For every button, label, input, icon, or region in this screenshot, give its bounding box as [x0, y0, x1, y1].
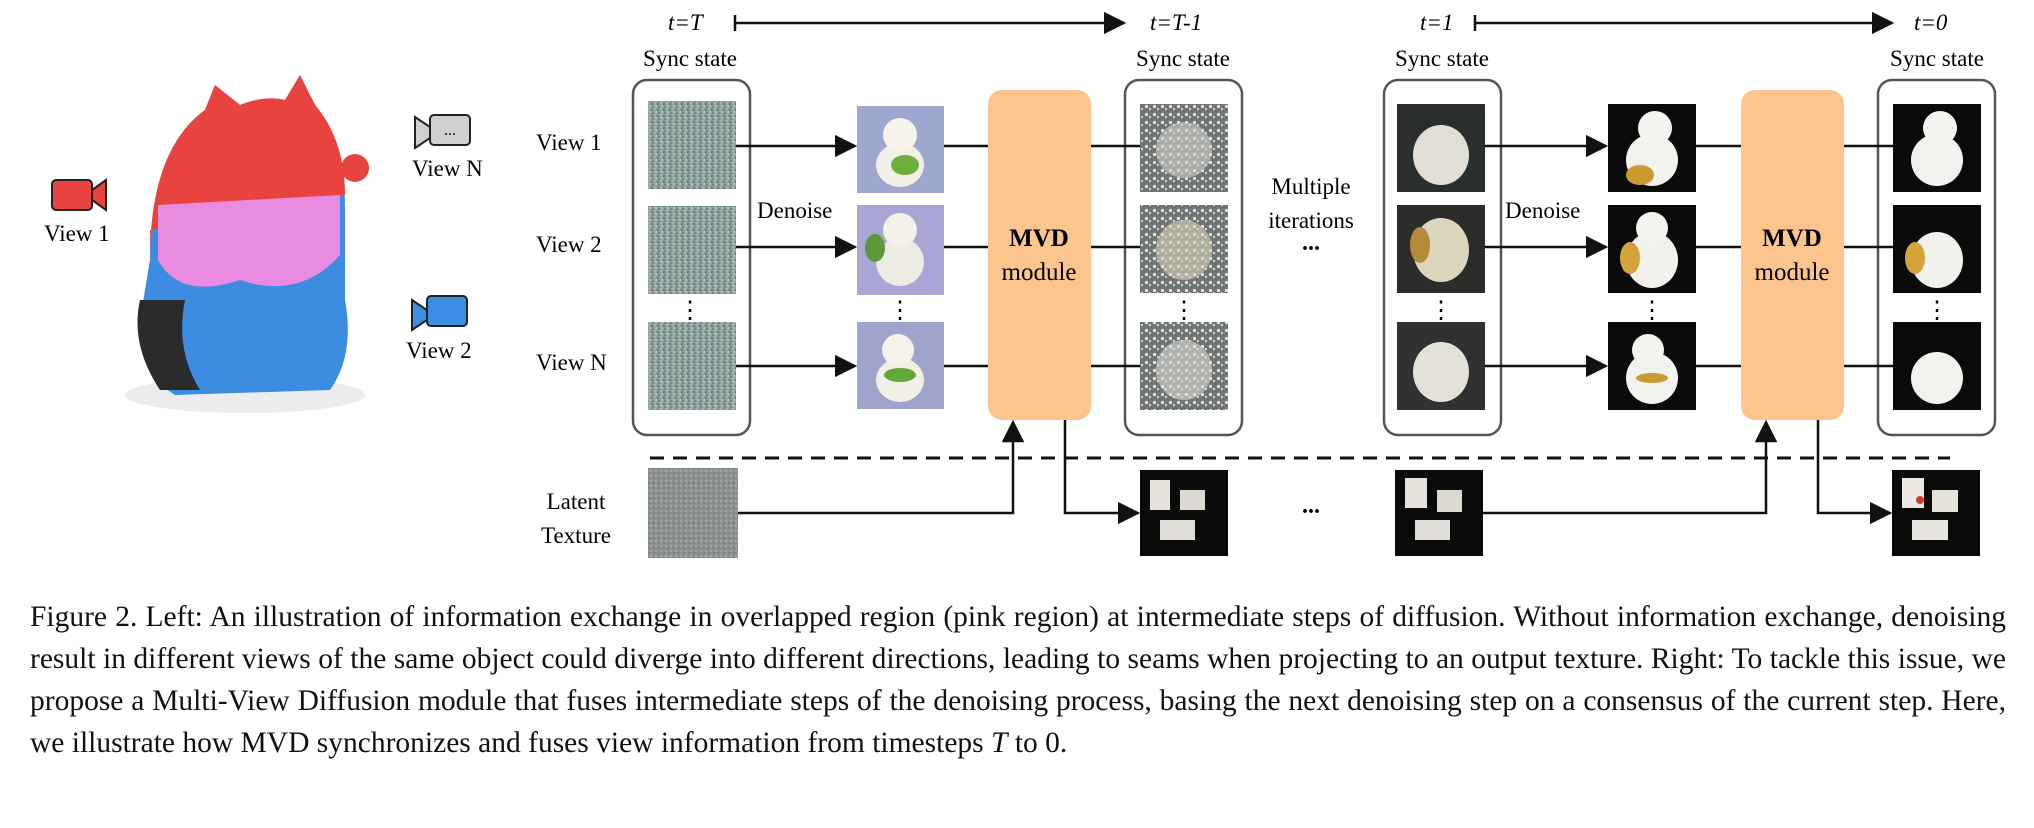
- svg-text:...: ...: [444, 122, 456, 139]
- camera-label-view2: View 2: [406, 338, 472, 363]
- sync-image-T-1-view1: [1140, 104, 1228, 192]
- vdots-denoise2: ⋮: [1640, 298, 1664, 324]
- figure-caption: Figure 2. Left: An illustration of infor…: [30, 596, 2006, 764]
- vdots-col1: ⋮: [678, 298, 702, 324]
- sync-image-T-1-view2: [1140, 205, 1228, 293]
- svg-text:MVD: MVD: [1009, 225, 1069, 252]
- latent-texture-noise: [648, 468, 738, 558]
- vdots-col3: ⋮: [1429, 298, 1453, 324]
- sync-image-t0-viewN: [1893, 322, 1981, 410]
- sync-state-label-2: Sync state: [1136, 46, 1230, 71]
- sync-image-t0-view1: [1893, 104, 1981, 192]
- denoised-image-t1-view2: [1608, 205, 1696, 293]
- time-label-0: t=0: [1914, 10, 1948, 35]
- mvd-module-1: [988, 90, 1091, 420]
- mvd-module-2: [1741, 90, 1844, 420]
- time-label-1: t=1: [1420, 10, 1453, 35]
- view-label-1: View 1: [536, 130, 602, 155]
- figure-2-diagram: View 1 ... View N View 2 t=T t=T-1 t=1 t…: [44, 10, 1997, 558]
- vdots-col2: ⋮: [1172, 298, 1196, 324]
- caption-t-symbol: T: [991, 727, 1008, 759]
- vdots-col4: ⋮: [1925, 298, 1949, 324]
- cat-3d-illustration: [125, 75, 369, 413]
- sync-state-box-1: [631, 78, 752, 437]
- latent-ellipsis: ...: [1302, 493, 1320, 519]
- svg-text:module: module: [1755, 259, 1830, 286]
- sync-image-t1-view1: [1397, 104, 1485, 192]
- sync-image-T-1-viewN: [1140, 322, 1228, 410]
- sync-state-box-3: [1382, 78, 1503, 437]
- noise-image-view1: [648, 101, 736, 189]
- latent-label-1: Latent: [547, 489, 606, 514]
- sync-image-t0-view2: [1893, 205, 1981, 293]
- time-label-T: t=T: [668, 10, 705, 35]
- noise-image-viewN: [648, 322, 736, 410]
- multiple-iterations-label-2: iterations: [1268, 208, 1354, 233]
- denoised-image-t1-viewN: [1608, 322, 1696, 410]
- camera-label-view1: View 1: [44, 221, 110, 246]
- sync-state-label-3: Sync state: [1395, 46, 1489, 71]
- latent-texture-t0: [1892, 470, 1980, 556]
- caption-ending: to 0.: [1014, 727, 1068, 759]
- vdots-denoise1: ⋮: [888, 298, 912, 324]
- svg-text:MVD: MVD: [1762, 225, 1822, 252]
- camera-view2-icon: [411, 295, 468, 332]
- denoise-label-1: Denoise: [757, 198, 832, 223]
- denoised-image-viewN: [857, 322, 944, 409]
- view-label-N: View N: [536, 350, 607, 375]
- multiple-iterations-ellipsis: ...: [1302, 230, 1320, 256]
- denoised-image-t1-view1: [1608, 104, 1696, 192]
- denoised-image-view1: [857, 106, 944, 193]
- svg-text:module: module: [1002, 259, 1077, 286]
- sync-state-box-4: [1876, 78, 1997, 437]
- latent-texture-T-1: [1140, 470, 1228, 556]
- camera-viewN-icon: ...: [414, 114, 471, 150]
- caption-figure-number: Figure 2.: [30, 601, 138, 633]
- sync-state-label-4: Sync state: [1890, 46, 1984, 71]
- latent-label-2: Texture: [541, 523, 611, 548]
- sync-state-label-1: Sync state: [643, 46, 737, 71]
- caption-text: Left: An illustration of information exc…: [30, 601, 2007, 759]
- sync-image-t1-view2: [1397, 205, 1485, 293]
- time-label-T-1: t=T-1: [1150, 10, 1202, 35]
- view-label-2: View 2: [536, 232, 602, 257]
- latent-texture-t1: [1395, 470, 1483, 556]
- sync-state-box-2: [1123, 78, 1244, 437]
- multiple-iterations-label-1: Multiple: [1271, 174, 1350, 199]
- sync-image-t1-viewN: [1397, 322, 1485, 410]
- denoised-image-view2: [857, 205, 944, 295]
- camera-label-viewN: View N: [412, 156, 483, 181]
- noise-image-view2: [648, 206, 736, 294]
- denoise-label-2: Denoise: [1505, 198, 1580, 223]
- camera-view1-icon: [51, 178, 107, 212]
